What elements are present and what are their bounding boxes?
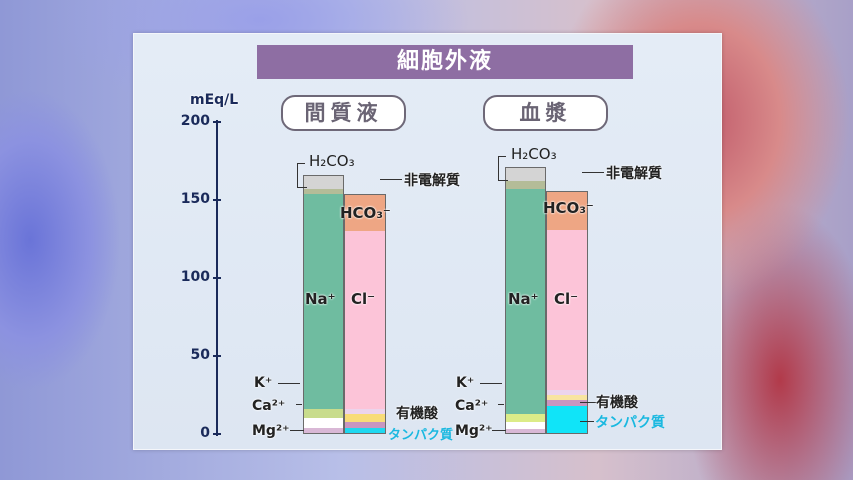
anions-column-outline bbox=[546, 190, 588, 434]
y-axis-unit: mEq/L bbox=[190, 92, 239, 108]
y-tick bbox=[213, 433, 221, 435]
protein-label: タンパク質 bbox=[388, 428, 454, 443]
y-tick-label: 150 bbox=[180, 191, 210, 207]
leader-line bbox=[582, 172, 604, 173]
cation-segment- bbox=[303, 175, 344, 190]
cations-column-outline bbox=[303, 175, 344, 434]
anion-segment- bbox=[546, 405, 588, 434]
y-tick bbox=[213, 199, 221, 201]
anion-segment bbox=[546, 390, 588, 395]
leader-line bbox=[580, 421, 594, 422]
cation-segment-ca2 bbox=[505, 421, 546, 430]
anion-segment- bbox=[344, 421, 386, 428]
y-tick bbox=[213, 355, 221, 357]
leader-line bbox=[498, 156, 499, 180]
y-tick bbox=[213, 277, 221, 279]
leader-line bbox=[278, 383, 300, 384]
cl-label: Cl⁻ bbox=[351, 290, 376, 308]
anion-segment bbox=[344, 413, 386, 422]
anion-segment-hco3 bbox=[344, 193, 386, 232]
cation-segment-mg2 bbox=[505, 429, 546, 434]
anion-segment-cl bbox=[344, 231, 386, 410]
cations-column-outline bbox=[505, 167, 546, 434]
y-tick-label: 50 bbox=[190, 347, 210, 363]
cation-segment-mg2 bbox=[303, 427, 344, 434]
plasma-ca-label: Ca²⁺ bbox=[455, 398, 489, 414]
plasma-hco3-label: HCO₃⁻ bbox=[543, 199, 594, 217]
leader-line bbox=[492, 430, 506, 431]
leader-line bbox=[480, 383, 502, 384]
y-tick-label: 0 bbox=[200, 425, 210, 441]
leader-line bbox=[580, 402, 596, 403]
leader-line bbox=[297, 163, 305, 164]
anions-column-outline bbox=[344, 193, 386, 434]
plasma-label: 血漿 bbox=[483, 95, 608, 131]
y-tick-label: 100 bbox=[180, 269, 210, 285]
cation-segment-h2co3 bbox=[303, 189, 344, 194]
cation-segment-na bbox=[505, 189, 546, 414]
anion-segment bbox=[344, 409, 386, 414]
anion-segment- bbox=[344, 427, 386, 434]
cation-segment-k bbox=[303, 409, 344, 419]
y-tick-label: 200 bbox=[180, 113, 210, 129]
hco3-label: HCO₃⁻ bbox=[340, 204, 391, 222]
mg-label: Mg²⁺ bbox=[252, 423, 290, 439]
k-label: K⁺ bbox=[254, 375, 273, 391]
y-tick bbox=[213, 121, 221, 123]
plasma-na-label: Na⁺ bbox=[508, 290, 539, 308]
leader-line bbox=[290, 430, 304, 431]
cation-segment-h2co3 bbox=[505, 181, 546, 190]
cation-segment-k bbox=[505, 413, 546, 422]
cation-segment-ca2 bbox=[303, 418, 344, 428]
plasma-organic-acid-label: 有機酸 bbox=[596, 395, 638, 411]
na-label: Na⁺ bbox=[305, 290, 336, 308]
organic-acid-label: 有機酸 bbox=[396, 406, 438, 422]
leader-line bbox=[498, 180, 508, 181]
slide-panel bbox=[133, 33, 722, 450]
plasma-cl-label: Cl⁻ bbox=[554, 290, 579, 308]
leader-line bbox=[297, 187, 307, 188]
plasma-nonelectrolyte-label: 非電解質 bbox=[606, 166, 662, 182]
h2co3-label: H₂CO₃ bbox=[309, 152, 355, 170]
interstitial-fluid-label: 間質液 bbox=[281, 95, 406, 131]
cation-segment-na bbox=[303, 193, 344, 410]
nonelectrolyte-label: 非電解質 bbox=[404, 173, 460, 189]
anion-segment-cl bbox=[546, 229, 588, 391]
plasma-protein-label: タンパク質 bbox=[595, 415, 665, 431]
plasma-h2co3-label: H₂CO₃ bbox=[511, 145, 557, 163]
leader-line bbox=[380, 179, 402, 180]
anion-segment- bbox=[546, 399, 588, 406]
leader-line bbox=[296, 404, 302, 405]
leader-line bbox=[498, 156, 506, 157]
plasma-mg-label: Mg²⁺ bbox=[455, 423, 493, 439]
cation-segment- bbox=[505, 167, 546, 182]
slide-title: 細胞外液 bbox=[257, 45, 633, 79]
plasma-k-label: K⁺ bbox=[456, 375, 475, 391]
leader-line bbox=[498, 404, 504, 405]
ca-label: Ca²⁺ bbox=[252, 398, 286, 414]
anion-segment bbox=[546, 395, 588, 400]
anion-segment-hco3 bbox=[546, 190, 588, 230]
leader-line bbox=[297, 163, 298, 187]
